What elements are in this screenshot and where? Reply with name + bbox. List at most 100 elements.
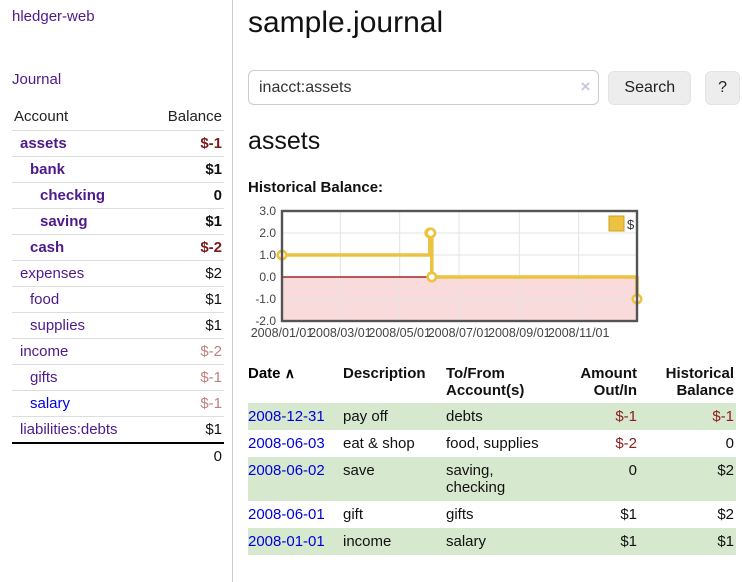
balance-header: Historical Balance bbox=[665, 365, 734, 399]
account-row: gifts $-1 bbox=[12, 364, 224, 390]
account-balance: $1 bbox=[205, 161, 222, 178]
main-content: sample.journal × Search ? assets Histori… bbox=[248, 0, 740, 555]
transaction-date-link[interactable]: 2008-06-02 bbox=[248, 462, 325, 479]
balance-column-header: Balance bbox=[167, 108, 222, 125]
account-balance: $1 bbox=[205, 421, 222, 438]
sidebar-account-supplies[interactable]: supplies bbox=[30, 317, 86, 334]
account-balance: $2 bbox=[205, 265, 222, 282]
chart-title: Historical Balance: bbox=[248, 179, 384, 196]
transaction-balance: $2 bbox=[717, 462, 734, 479]
transaction-row: 2008-06-03 eat & shop food, supplies $-2 0 bbox=[248, 430, 736, 457]
sidebar-account-gifts[interactable]: gifts bbox=[30, 369, 58, 386]
accounts-header: To/From Account(s) bbox=[446, 365, 525, 399]
transaction-accounts: salary bbox=[446, 533, 487, 550]
svg-text:2008/09/01: 2008/09/01 bbox=[488, 326, 551, 340]
account-balance: $-1 bbox=[200, 369, 222, 386]
sidebar-account-salary[interactable]: salary bbox=[30, 395, 71, 412]
account-heading: assets bbox=[248, 127, 321, 155]
account-row: food $1 bbox=[12, 286, 224, 312]
accounts-total-value: 0 bbox=[213, 448, 222, 465]
transaction-accounts: saving, checking bbox=[446, 462, 506, 496]
help-button[interactable]: ? bbox=[705, 70, 740, 105]
sort-ascending-icon: ∧ bbox=[284, 365, 295, 381]
transaction-description: save bbox=[343, 462, 375, 479]
transaction-accounts: debts bbox=[446, 408, 483, 425]
transaction-amount: 0 bbox=[628, 462, 637, 479]
transaction-balance: $2 bbox=[717, 506, 734, 523]
account-row: supplies $1 bbox=[12, 312, 224, 338]
account-row: cash $-2 bbox=[12, 234, 224, 260]
accounts-total-row: 0 bbox=[12, 442, 224, 469]
transactions-table: Date ∧ Description To/From Account(s) Am… bbox=[248, 363, 736, 555]
svg-text:-1.0: -1.0 bbox=[255, 292, 276, 306]
account-row: income $-2 bbox=[12, 338, 224, 364]
account-row: salary $-1 bbox=[12, 390, 224, 416]
app-title-link[interactable]: hledger-web bbox=[12, 8, 95, 25]
svg-text:1.0: 1.0 bbox=[259, 248, 276, 262]
sidebar-account-liabilities-debts[interactable]: liabilities:debts bbox=[20, 421, 118, 438]
account-balance: $-2 bbox=[200, 239, 222, 256]
transaction-amount: $1 bbox=[620, 506, 637, 523]
transaction-date-link[interactable]: 2008-01-01 bbox=[248, 533, 325, 550]
transaction-date-link[interactable]: 2008-06-01 bbox=[248, 506, 325, 523]
svg-text:$: $ bbox=[627, 217, 635, 232]
sidebar-account-income[interactable]: income bbox=[20, 343, 69, 360]
sidebar-account-cash[interactable]: cash bbox=[30, 239, 65, 256]
transaction-row: 2008-12-31 pay off debts $-1 $-1 bbox=[248, 403, 736, 430]
account-balance: $-2 bbox=[200, 343, 222, 360]
transaction-row: 2008-06-02 save saving, checking 0 $2 bbox=[248, 457, 736, 501]
search-input[interactable] bbox=[248, 70, 600, 105]
account-row: checking 0 bbox=[12, 182, 224, 208]
sidebar-item-journal[interactable]: Journal bbox=[12, 71, 62, 88]
search-button[interactable]: Search bbox=[608, 70, 692, 105]
transaction-balance: 0 bbox=[725, 435, 734, 452]
svg-text:2008/01/01: 2008/01/01 bbox=[251, 326, 314, 340]
account-row: saving $1 bbox=[12, 208, 224, 234]
account-row: assets $-1 bbox=[12, 130, 224, 156]
page-title: sample.journal bbox=[248, 6, 444, 39]
amount-header: Amount Out/In bbox=[580, 365, 637, 399]
sidebar: hledger-web Journal Account Balance asse… bbox=[0, 0, 233, 582]
svg-text:0.0: 0.0 bbox=[259, 270, 276, 284]
transaction-date-link[interactable]: 2008-06-03 bbox=[248, 435, 325, 452]
svg-text:2008/03/01: 2008/03/01 bbox=[309, 326, 372, 340]
svg-text:2008/05/01: 2008/05/01 bbox=[368, 326, 431, 340]
transaction-amount: $1 bbox=[620, 533, 637, 550]
sidebar-account-bank[interactable]: bank bbox=[30, 161, 66, 178]
sidebar-account-food[interactable]: food bbox=[30, 291, 60, 308]
clear-search-icon[interactable]: × bbox=[580, 77, 591, 96]
sidebar-account-expenses[interactable]: expenses bbox=[20, 265, 85, 282]
account-balance: 0 bbox=[213, 187, 222, 204]
transaction-date-link[interactable]: 2008-12-31 bbox=[248, 408, 325, 425]
transaction-amount: $-1 bbox=[615, 408, 637, 425]
account-balance: $-1 bbox=[200, 395, 222, 412]
svg-text:2.0: 2.0 bbox=[259, 226, 276, 240]
transaction-description: gift bbox=[343, 506, 364, 523]
svg-text:3.0: 3.0 bbox=[259, 204, 276, 218]
accounts-table-header: Account Balance bbox=[12, 104, 224, 130]
search-bar: × Search ? bbox=[248, 70, 740, 105]
account-row: liabilities:debts $1 bbox=[12, 416, 224, 442]
account-balance: $1 bbox=[205, 213, 222, 230]
transaction-description: pay off bbox=[343, 408, 388, 425]
sidebar-account-saving[interactable]: saving bbox=[40, 213, 88, 230]
svg-text:2008/11/01: 2008/11/01 bbox=[548, 326, 610, 340]
account-balance: $1 bbox=[205, 291, 222, 308]
account-row: expenses $2 bbox=[12, 260, 224, 286]
transaction-accounts: gifts bbox=[446, 506, 474, 523]
transaction-accounts: food, supplies bbox=[446, 435, 539, 452]
transaction-balance: $-1 bbox=[712, 408, 734, 425]
accounts-table: Account Balance assets $-1 bank $1 checking 0… bbox=[12, 104, 224, 469]
account-balance: $1 bbox=[205, 317, 222, 334]
account-column-header: Account bbox=[14, 108, 69, 125]
transaction-amount: $-2 bbox=[615, 435, 637, 452]
description-header: Description bbox=[343, 365, 426, 382]
sidebar-account-checking[interactable]: checking bbox=[40, 187, 106, 204]
account-row: bank $1 bbox=[12, 156, 224, 182]
transactions-header-row: Date ∧ Description To/From Account(s) Am… bbox=[248, 363, 736, 403]
transaction-balance: $1 bbox=[717, 533, 734, 550]
sort-by-date-header[interactable]: Date ∧ bbox=[248, 365, 295, 382]
sidebar-account-assets[interactable]: assets bbox=[20, 135, 67, 152]
svg-text:2008/07/01: 2008/07/01 bbox=[428, 326, 491, 340]
svg-text:-2.0: -2.0 bbox=[255, 314, 276, 328]
